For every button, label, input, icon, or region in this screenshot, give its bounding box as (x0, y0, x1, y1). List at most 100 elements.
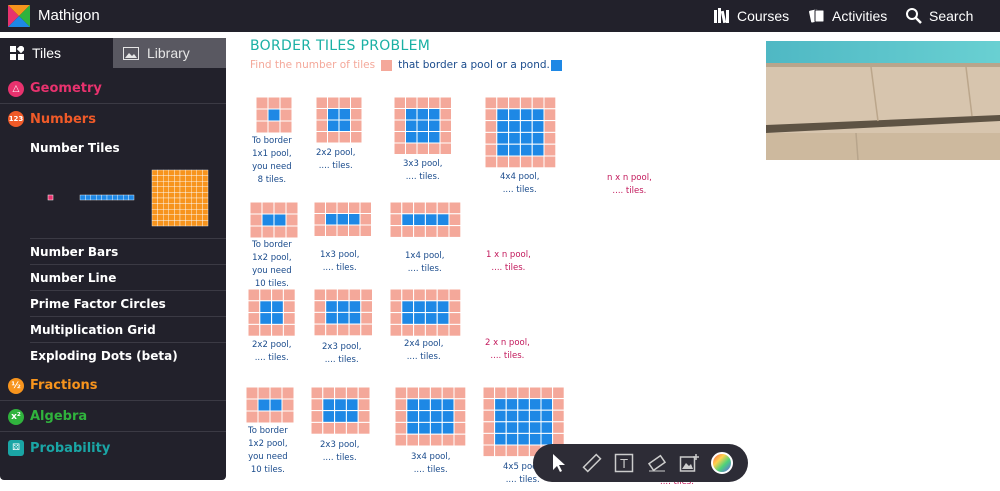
border-tile-diagram[interactable] (248, 289, 296, 337)
eraser-tool-button[interactable] (645, 451, 669, 475)
pool-tile (325, 213, 338, 226)
pool-tile (505, 409, 519, 423)
border-tile (439, 108, 452, 121)
border-tile-diagram[interactable] (395, 387, 466, 446)
category-numbers[interactable]: 123 Numbers (0, 104, 226, 134)
category-algebra[interactable]: x² Algebra (0, 402, 226, 432)
border-tile (394, 97, 406, 109)
border-tile-diagram[interactable] (311, 387, 370, 435)
sidebar-item-number-tiles[interactable]: Number Tiles (30, 135, 226, 161)
pool-tile (508, 131, 521, 145)
border-tile (540, 387, 554, 400)
pool-tile (505, 398, 519, 411)
border-tile (485, 131, 498, 145)
pool-tile (405, 119, 418, 132)
border-tile (416, 97, 429, 109)
border-tile (360, 311, 373, 325)
label-r3c3: 2x4 pool, .... tiles. (404, 339, 444, 362)
image-tool-button[interactable] (677, 451, 701, 475)
pool-tile (259, 312, 273, 325)
hundred-grid-tile (202, 169, 209, 176)
sidebar-item-number-line[interactable]: Number Line (30, 265, 226, 291)
border-tile-diagram[interactable] (250, 202, 298, 238)
border-tile (348, 289, 362, 302)
border-tile-diagram[interactable] (314, 289, 373, 336)
border-tile (325, 202, 338, 214)
sidebar-item-number-bars[interactable]: Number Bars (30, 239, 226, 265)
pool-tile (528, 409, 542, 423)
sidebar-item-multiplication-grid[interactable]: Multiplication Grid (30, 317, 226, 343)
border-tile (348, 224, 361, 237)
pool-tile (519, 143, 533, 157)
border-tile-diagram[interactable] (390, 202, 461, 238)
pool-tile (401, 213, 415, 227)
tab-library[interactable]: Library (113, 38, 226, 68)
pool-tile (441, 421, 455, 435)
search-label: Search (929, 8, 974, 24)
sidebar-item-prime-factor-circles[interactable]: Prime Factor Circles (30, 291, 226, 317)
border-tile (401, 289, 415, 302)
border-tile (543, 120, 556, 133)
border-tile (350, 108, 362, 121)
pool-tile (540, 409, 554, 423)
mathigon-logo-icon[interactable] (8, 5, 30, 27)
border-tile (314, 213, 326, 226)
category-geometry[interactable]: △ Geometry (0, 74, 226, 104)
category-probability-label: Probability (30, 440, 111, 456)
pointer-tool-button[interactable] (547, 451, 571, 475)
hundred-grid-tile (202, 180, 209, 187)
border-tile (485, 120, 498, 133)
pool-tile (406, 410, 420, 423)
hundred-grid-tile (168, 203, 175, 210)
border-tile (273, 202, 287, 215)
border-tile (453, 433, 466, 446)
border-tile (394, 108, 406, 121)
pool-tile (496, 108, 510, 122)
border-tile (439, 97, 452, 109)
ruler-tool-button[interactable] (580, 451, 604, 475)
sidebar-item-exploding-dots[interactable]: Exploding Dots (beta) (30, 343, 226, 369)
border-tile (401, 225, 415, 238)
border-tile (325, 224, 338, 237)
hundred-grid-tile (196, 203, 203, 210)
search-link[interactable]: Search (905, 7, 973, 25)
border-tile (267, 120, 281, 133)
hundred-grid-tile (162, 209, 169, 216)
border-tile (552, 409, 565, 423)
border-tile (250, 202, 263, 215)
hundred-grid-tile (202, 192, 209, 199)
border-tile (436, 202, 450, 215)
border-tile (314, 300, 327, 313)
border-tile (257, 387, 271, 400)
number-tiles-preview[interactable] (30, 166, 210, 236)
border-tile (350, 131, 362, 143)
tab-tiles[interactable]: Tiles (0, 38, 113, 68)
border-tile-diagram[interactable] (256, 97, 292, 133)
border-tile-diagram[interactable] (485, 97, 556, 168)
activities-link[interactable]: Activities (808, 7, 887, 25)
border-tile (485, 143, 498, 157)
category-probability[interactable]: ⚄ Probability (0, 433, 226, 463)
color-tool-button[interactable] (710, 451, 734, 475)
hundred-grid-tile (185, 203, 192, 210)
pool-tile (418, 421, 431, 435)
border-tile (439, 119, 452, 132)
border-tile-diagram[interactable] (314, 202, 372, 237)
sidebar-item-label: Multiplication Grid (30, 322, 156, 337)
hundred-grid-tile (168, 192, 175, 199)
border-tile (418, 387, 431, 400)
courses-link[interactable]: Courses (713, 7, 789, 25)
border-tile (505, 387, 519, 400)
border-tile-diagram[interactable] (316, 97, 362, 143)
text-tool-button[interactable]: T (612, 451, 636, 475)
border-tile (508, 97, 521, 110)
hundred-grid-tile (157, 220, 164, 227)
border-tile (448, 300, 461, 314)
border-tile-diagram[interactable] (246, 387, 294, 423)
search-icon (906, 8, 922, 24)
brand-name[interactable]: Mathigon (38, 7, 100, 24)
border-tile (528, 387, 542, 400)
border-tile-diagram[interactable] (390, 289, 461, 337)
category-fractions[interactable]: ½ Fractions (0, 371, 226, 401)
border-tile-diagram[interactable] (394, 97, 452, 155)
